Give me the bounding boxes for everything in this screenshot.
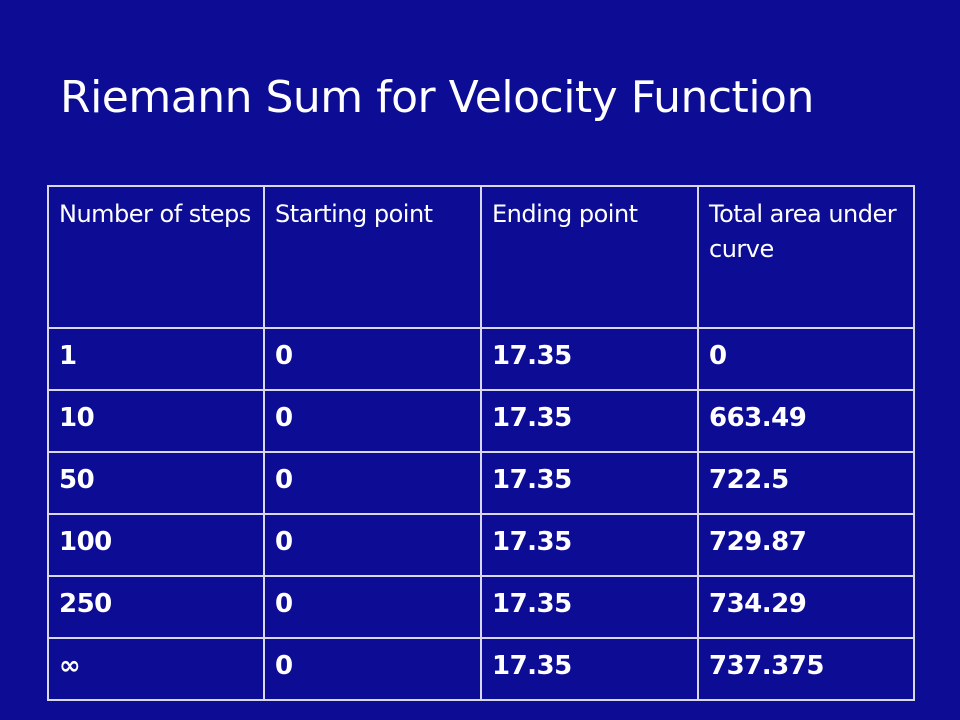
- table-row: 250 0 17.35 734.29: [47, 575, 915, 639]
- header-cell: Ending point: [480, 185, 699, 329]
- table-cell: 0: [263, 389, 482, 453]
- table-cell: 729.87: [697, 513, 915, 577]
- table-cell: ∞: [47, 637, 265, 701]
- table-row: 10 0 17.35 663.49: [47, 389, 915, 453]
- table-cell: 17.35: [480, 451, 699, 515]
- table-cell: 1: [47, 327, 265, 391]
- header-cell: Starting point: [263, 185, 482, 329]
- header-row: Number of steps Starting point Ending poin…: [47, 185, 915, 329]
- table-row: 100 0 17.35 729.87: [47, 513, 915, 577]
- table-cell: 0: [697, 327, 915, 391]
- table-cell: 663.49: [697, 389, 915, 453]
- table-row: ∞ 0 17.35 737.375: [47, 637, 915, 701]
- header-cell: Total area under curve: [697, 185, 915, 329]
- table-cell: 17.35: [480, 327, 699, 391]
- table-cell: 17.35: [480, 637, 699, 701]
- table-cell: 0: [263, 637, 482, 701]
- table-cell: 10: [47, 389, 265, 453]
- table-cell: 0: [263, 327, 482, 391]
- table-cell: 0: [263, 451, 482, 515]
- table-cell: 0: [263, 575, 482, 639]
- table-cell: 734.29: [697, 575, 915, 639]
- table-cell: 17.35: [480, 389, 699, 453]
- table-row: 1 0 17.35 0: [47, 327, 915, 391]
- table-cell: 50: [47, 451, 265, 515]
- table-row: 50 0 17.35 722.5: [47, 451, 915, 515]
- table-cell: 100: [47, 513, 265, 577]
- data-table: Number of steps Starting point Ending poin…: [47, 185, 915, 701]
- header-cell: Number of steps: [47, 185, 265, 329]
- table-cell: 250: [47, 575, 265, 639]
- table-cell: 737.375: [697, 637, 915, 701]
- table-cell: 17.35: [480, 513, 699, 577]
- table-cell: 17.35: [480, 575, 699, 639]
- slide-title: Riemann Sum for Velocity Function: [60, 72, 814, 123]
- table-cell: 0: [263, 513, 482, 577]
- table-cell: 722.5: [697, 451, 915, 515]
